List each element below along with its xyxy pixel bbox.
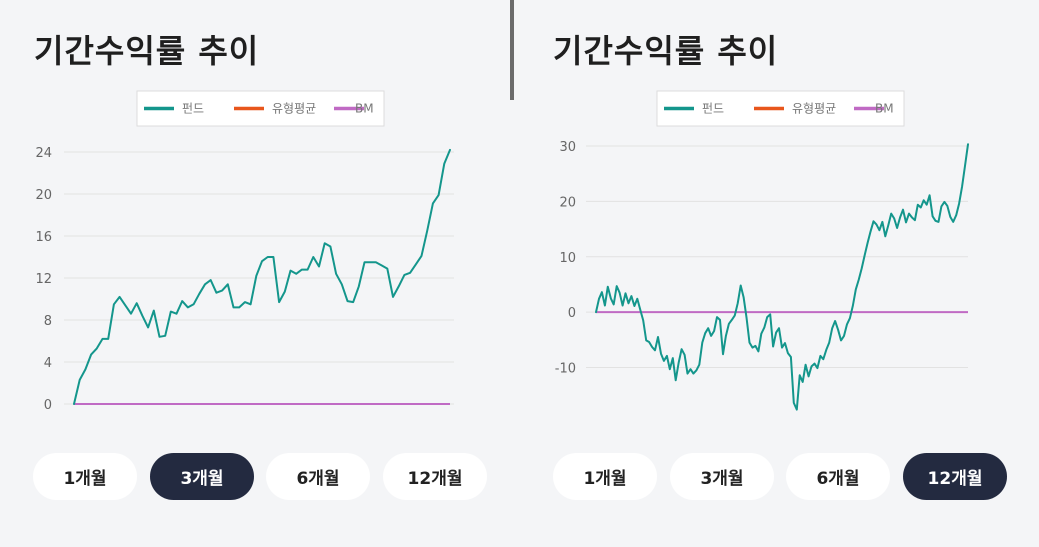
y-tick-label: 20 [559, 195, 576, 210]
y-tick-label: 16 [35, 230, 52, 245]
legend-label: 펀드 [182, 102, 204, 116]
legend-label: 펀드 [702, 102, 724, 116]
series-line-fund [73, 148, 451, 405]
legend-item-category-average[interactable]: 유형평균 [234, 102, 316, 116]
panel-divider [510, 0, 514, 100]
legend-item-bm[interactable]: BM [854, 102, 894, 116]
chart-title: 기간수익률 추이 [34, 32, 260, 70]
legend-label: 유형평균 [792, 102, 836, 116]
line-chart: 펀드 유형평균 BM 0 4 8 12 16 20 24 [35, 90, 454, 413]
period-button-12m[interactable]: 12개월 [903, 453, 1007, 500]
series-line-fund [595, 143, 969, 411]
legend-item-bm[interactable]: BM [334, 102, 374, 116]
chart-title: 기간수익률 추이 [553, 32, 779, 70]
chart-legend: 펀드 유형평균 BM [136, 90, 385, 127]
period-button-6m[interactable]: 6개월 [786, 453, 890, 500]
y-axis: 0 4 8 12 16 20 24 [35, 146, 454, 413]
y-tick-label: 8 [44, 314, 52, 329]
y-tick-label: 10 [559, 251, 576, 266]
y-tick-label: -10 [555, 362, 576, 377]
period-button-6m[interactable]: 6개월 [266, 453, 370, 500]
y-tick-label: 0 [44, 398, 52, 413]
line-chart: 펀드 유형평균 BM -10 0 10 20 30 [555, 90, 969, 411]
return-chart-panel-right: 기간수익률 추이 펀드 유형평균 BM -10 0 10 20 30 1개월 3개월 6개월 … [520, 0, 1039, 547]
period-button-1m[interactable]: 1개월 [33, 453, 137, 500]
legend-label: BM [875, 102, 894, 116]
y-tick-label: 24 [35, 146, 52, 161]
chart-legend: 펀드 유형평균 BM [656, 90, 905, 127]
y-tick-label: 4 [44, 356, 52, 371]
legend-item-fund[interactable]: 펀드 [664, 102, 724, 116]
legend-item-fund[interactable]: 펀드 [144, 102, 204, 116]
return-chart-panel-left: 기간수익률 추이 펀드 유형평균 BM 0 4 8 12 16 20 24 1개월 3개월 6개월… [0, 0, 519, 547]
period-selector: 1개월 3개월 6개월 12개월 [553, 453, 1013, 500]
period-button-1m[interactable]: 1개월 [553, 453, 657, 500]
period-button-3m[interactable]: 3개월 [670, 453, 774, 500]
period-button-3m[interactable]: 3개월 [150, 453, 254, 500]
legend-label: BM [355, 102, 374, 116]
y-tick-label: 20 [35, 188, 52, 203]
y-tick-label: 0 [568, 306, 576, 321]
y-axis: -10 0 10 20 30 [555, 140, 968, 377]
legend-item-category-average[interactable]: 유형평균 [754, 102, 836, 116]
y-tick-label: 30 [559, 140, 576, 155]
period-button-12m[interactable]: 12개월 [383, 453, 487, 500]
y-tick-label: 12 [35, 272, 52, 287]
legend-label: 유형평균 [272, 102, 316, 116]
period-selector: 1개월 3개월 6개월 12개월 [33, 453, 493, 500]
